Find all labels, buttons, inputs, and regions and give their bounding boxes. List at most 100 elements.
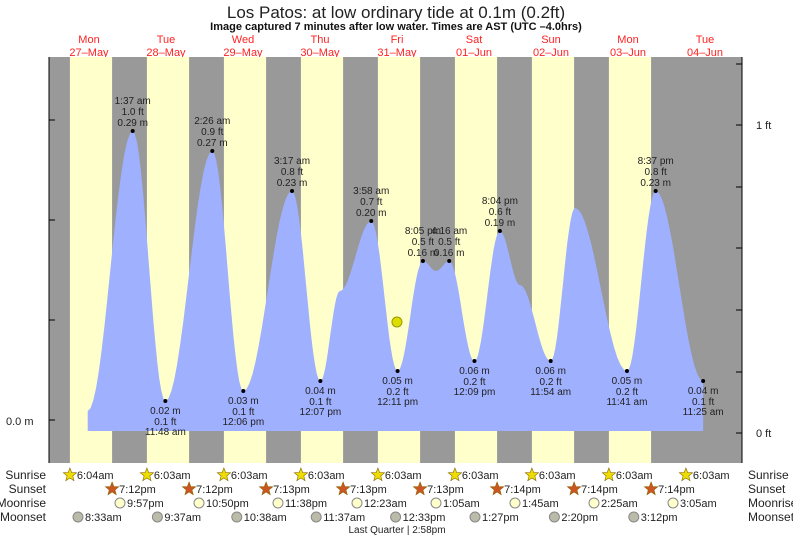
date-label: 02–Jun bbox=[533, 47, 569, 59]
left-axis-label: 0.0 m bbox=[6, 416, 34, 428]
sunset-label: Sunset bbox=[9, 482, 47, 496]
date-label: 27–May bbox=[69, 47, 109, 59]
moonrise-label-right: Moonrise bbox=[748, 496, 793, 510]
low-tide-m: 0.03 m bbox=[228, 396, 259, 407]
date-label: 04–Jun bbox=[687, 47, 723, 59]
high-tide-ft: 0.9 ft bbox=[201, 127, 223, 138]
low-tide-point bbox=[701, 379, 706, 383]
high-tide-ft: 0.5 ft bbox=[438, 237, 460, 248]
moonrise-icon bbox=[430, 497, 442, 509]
current-tide-marker bbox=[391, 316, 403, 328]
sunrise-icon bbox=[524, 467, 540, 482]
moonset-icon bbox=[310, 511, 322, 523]
low-tide-m: 0.05 m bbox=[612, 376, 643, 387]
high-tide-time: 8:04 pm bbox=[482, 196, 518, 207]
high-tide-time: 3:17 am bbox=[274, 156, 310, 167]
sunrise-icon bbox=[293, 467, 309, 482]
low-tide-time: 11:25 am bbox=[683, 407, 724, 418]
low-tide-ft: 0.2 ft bbox=[540, 377, 562, 388]
chart-title: Los Patos: at low ordinary tide at 0.1m … bbox=[227, 3, 565, 22]
high-tide-ft: 0.5 ft bbox=[412, 237, 434, 248]
low-tide-m: 0.06 m bbox=[535, 366, 566, 377]
day-label: Mon bbox=[617, 34, 638, 46]
sunset-icon bbox=[104, 481, 120, 496]
sunrise-time: 6:03am bbox=[385, 470, 422, 482]
high-tide-m: 0.16 m bbox=[408, 248, 439, 259]
sunset-icon bbox=[643, 481, 659, 496]
high-tide-ft: 0.8 ft bbox=[645, 167, 667, 178]
sunset-time: 7:12pm bbox=[196, 484, 233, 496]
sunrise-time: 6:03am bbox=[539, 470, 576, 482]
low-tide-ft: 0.1 ft bbox=[154, 417, 176, 428]
moonset-time: 8:33am bbox=[85, 512, 122, 524]
day-label: Sat bbox=[466, 34, 483, 46]
moonrise-icon bbox=[114, 497, 126, 509]
moonrise-label: Moonrise bbox=[0, 496, 46, 510]
low-tide-point bbox=[318, 379, 323, 383]
low-tide-time: 12:09 pm bbox=[454, 387, 496, 398]
sunrise-time: 6:03am bbox=[308, 470, 345, 482]
sunset-time: 7:13pm bbox=[350, 484, 387, 496]
low-tide-m: 0.06 m bbox=[459, 366, 490, 377]
moonrise-icon bbox=[272, 497, 284, 509]
high-tide-m: 0.27 m bbox=[197, 138, 228, 149]
high-tide-point bbox=[497, 229, 502, 233]
high-tide-time: 4:16 am bbox=[431, 226, 467, 237]
high-tide-m: 0.16 m bbox=[434, 248, 465, 259]
sunrise-time: 6:03am bbox=[462, 470, 499, 482]
low-tide-ft: 0.2 ft bbox=[463, 377, 485, 388]
moonrise-time: 12:23am bbox=[364, 498, 407, 510]
sunrise-label: Sunrise bbox=[5, 468, 46, 482]
sunrise-time: 6:03am bbox=[231, 470, 268, 482]
date-label: 03–Jun bbox=[610, 47, 646, 59]
moonrise-time: 11:38pm bbox=[285, 498, 327, 510]
day-label: Mon bbox=[78, 34, 99, 46]
date-label: 30–May bbox=[300, 47, 340, 59]
sunset-icon bbox=[489, 481, 505, 496]
low-tide-time: 12:07 pm bbox=[300, 407, 342, 418]
sunrise-time: 6:03am bbox=[616, 470, 653, 482]
moonrise-time: 1:45am bbox=[522, 498, 559, 510]
low-tide-point bbox=[163, 399, 168, 403]
low-tide-point bbox=[624, 369, 629, 373]
sunset-icon bbox=[566, 481, 582, 496]
moonset-label: Moonset bbox=[0, 510, 47, 524]
moonset-icon bbox=[151, 511, 163, 523]
high-tide-ft: 0.8 ft bbox=[281, 167, 303, 178]
moonset-label-right: Moonset bbox=[748, 510, 793, 524]
sunrise-icon bbox=[601, 467, 617, 482]
low-tide-point bbox=[395, 369, 400, 373]
high-tide-time: 8:37 pm bbox=[638, 156, 674, 167]
sunrise-icon bbox=[370, 467, 386, 482]
low-tide-point bbox=[472, 359, 477, 363]
high-tide-time: 2:26 am bbox=[194, 116, 230, 127]
day-label: Tue bbox=[696, 34, 715, 46]
moonrise-time: 10:50pm bbox=[206, 498, 249, 510]
moonset-time: 2:20pm bbox=[561, 512, 598, 524]
sunset-time: 7:13pm bbox=[273, 484, 310, 496]
low-tide-time: 11:48 am bbox=[145, 427, 186, 438]
day-label: Thu bbox=[311, 34, 330, 46]
sunrise-icon bbox=[62, 467, 78, 482]
low-tide-m: 0.04 m bbox=[688, 386, 719, 397]
moonset-time: 9:37am bbox=[164, 512, 201, 524]
low-tide-m: 0.02 m bbox=[150, 406, 181, 417]
moonset-icon bbox=[469, 511, 481, 523]
moonrise-time: 3:05am bbox=[680, 498, 717, 510]
low-tide-time: 11:54 am bbox=[530, 387, 571, 398]
moonrise-time: 1:05am bbox=[443, 498, 480, 510]
date-label: 01–Jun bbox=[456, 47, 492, 59]
sunset-time: 7:12pm bbox=[119, 484, 156, 496]
low-tide-ft: 0.2 ft bbox=[616, 387, 638, 398]
day-label: Wed bbox=[232, 34, 254, 46]
moonrise-time: 2:25am bbox=[601, 498, 638, 510]
moonset-icon bbox=[390, 511, 402, 523]
high-tide-time: 8:05 pm bbox=[405, 226, 441, 237]
chart-subtitle: Image captured 7 minutes after low water… bbox=[210, 21, 582, 33]
high-tide-point bbox=[653, 189, 658, 193]
low-tide-point bbox=[548, 359, 553, 363]
sunrise-time: 6:03am bbox=[693, 470, 730, 482]
moonset-icon bbox=[231, 511, 243, 523]
moonrise-time: 9:57pm bbox=[127, 498, 164, 510]
low-tide-m: 0.04 m bbox=[305, 386, 336, 397]
